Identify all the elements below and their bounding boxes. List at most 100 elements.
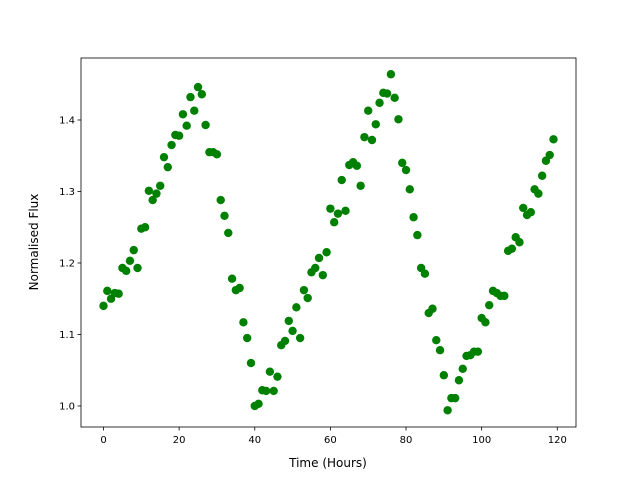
point: [435, 346, 445, 355]
point: [242, 333, 252, 343]
point: [99, 301, 108, 311]
point: [458, 364, 467, 374]
point: [212, 150, 222, 159]
point: [186, 92, 195, 102]
point: [152, 189, 161, 198]
point: [239, 318, 248, 327]
point: [273, 372, 282, 381]
point: [235, 283, 244, 293]
point: [148, 195, 157, 205]
point: [360, 132, 369, 142]
point: [129, 245, 138, 255]
y-tick-label: 1.4: [59, 115, 75, 126]
point: [190, 106, 199, 115]
point: [386, 70, 396, 79]
point: [394, 115, 403, 124]
x-tick-label: 100: [472, 435, 491, 446]
point: [382, 89, 392, 98]
x-tick-label: 120: [548, 435, 567, 446]
point: [193, 82, 203, 92]
point: [401, 165, 411, 175]
point: [473, 347, 483, 356]
point: [454, 376, 464, 385]
point: [163, 162, 172, 172]
point: [201, 120, 210, 130]
point: [545, 150, 554, 160]
point: [216, 195, 225, 205]
point: [337, 175, 346, 185]
x-tick-label: 20: [173, 435, 186, 446]
point: [352, 161, 362, 170]
point: [534, 189, 543, 198]
point: [125, 256, 135, 266]
point: [224, 228, 233, 238]
point: [322, 248, 331, 257]
point: [265, 367, 275, 376]
point: [515, 238, 524, 247]
point: [254, 399, 263, 409]
point: [133, 263, 142, 273]
point: [220, 211, 229, 220]
point: [299, 285, 309, 295]
point: [292, 303, 301, 312]
point: [405, 185, 415, 194]
x-tick-label: 80: [400, 435, 413, 446]
point: [481, 318, 490, 327]
point: [500, 291, 509, 301]
point: [537, 171, 547, 180]
point: [121, 266, 131, 276]
point: [227, 274, 237, 283]
point: [526, 208, 536, 217]
point: [140, 223, 150, 232]
point: [364, 106, 373, 115]
point: [174, 131, 184, 140]
y-tick-label: 1.0: [59, 401, 75, 412]
point: [356, 181, 365, 190]
point: [159, 152, 169, 162]
point: [443, 406, 452, 415]
point: [413, 230, 422, 240]
point: [409, 213, 418, 222]
point: [371, 120, 380, 129]
point: [114, 289, 123, 298]
x-tick-label: 40: [248, 435, 261, 446]
point: [432, 336, 441, 345]
x-tick-label: 60: [324, 435, 337, 446]
point: [485, 300, 494, 310]
point: [326, 204, 335, 213]
point: [103, 286, 112, 296]
point: [144, 186, 154, 195]
point: [246, 358, 256, 368]
point: [519, 203, 528, 213]
point: [398, 158, 407, 168]
point: [507, 244, 517, 253]
point: [450, 393, 460, 403]
point: [303, 293, 312, 303]
point: [269, 386, 278, 396]
point: [549, 135, 558, 144]
point: [178, 110, 188, 119]
point: [439, 371, 449, 380]
point: [288, 326, 297, 336]
y-axis-label: Normalised Flux: [27, 194, 41, 291]
point: [311, 263, 320, 273]
point: [428, 304, 437, 313]
point: [261, 386, 271, 396]
point: [197, 90, 207, 99]
point: [182, 121, 191, 130]
point: [420, 269, 430, 278]
y-tick-label: 1.1: [59, 330, 75, 341]
point: [375, 98, 384, 108]
y-tick-label: 1.3: [59, 187, 75, 198]
point: [295, 333, 305, 343]
point: [314, 253, 324, 263]
point: [341, 206, 350, 215]
point: [167, 140, 176, 150]
point: [284, 316, 293, 326]
x-axis-label: Time (Hours): [288, 456, 367, 470]
point: [333, 209, 343, 218]
y-tick-label: 1.2: [59, 258, 75, 269]
point: [329, 218, 339, 227]
